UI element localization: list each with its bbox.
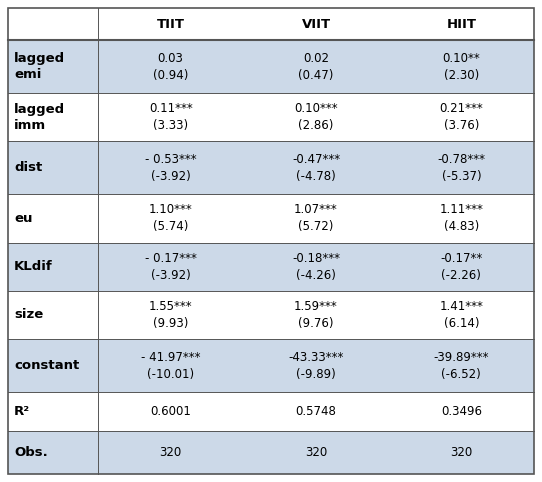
Text: dist: dist bbox=[14, 161, 42, 174]
Bar bbox=[8, 430, 98, 474]
Bar bbox=[8, 339, 98, 392]
Bar bbox=[243, 392, 389, 430]
Bar bbox=[389, 430, 534, 474]
Bar bbox=[8, 8, 534, 40]
Text: HIIT: HIIT bbox=[446, 17, 476, 30]
Bar bbox=[98, 194, 243, 242]
Text: 0.5748: 0.5748 bbox=[295, 405, 337, 418]
Text: -0.17**
(-2.26): -0.17** (-2.26) bbox=[440, 252, 482, 281]
Bar bbox=[8, 141, 98, 194]
Text: 0.03
(0.94): 0.03 (0.94) bbox=[153, 52, 189, 81]
Text: eu: eu bbox=[14, 212, 33, 225]
Text: -0.78***
(-5.37): -0.78*** (-5.37) bbox=[437, 153, 485, 183]
Bar bbox=[8, 242, 98, 291]
Text: 0.10**
(2.30): 0.10** (2.30) bbox=[442, 52, 480, 81]
Text: 320: 320 bbox=[159, 446, 182, 459]
Bar bbox=[389, 93, 534, 141]
Bar bbox=[389, 291, 534, 339]
Bar bbox=[389, 40, 534, 93]
Text: TIIT: TIIT bbox=[157, 17, 185, 30]
Text: -39.89***
(-6.52): -39.89*** (-6.52) bbox=[434, 350, 489, 380]
Bar bbox=[243, 93, 389, 141]
Text: lagged
imm: lagged imm bbox=[14, 103, 65, 132]
Text: 1.07***
(5.72): 1.07*** (5.72) bbox=[294, 203, 338, 233]
Bar bbox=[98, 430, 243, 474]
Text: R²: R² bbox=[14, 405, 30, 418]
Text: 0.02
(0.47): 0.02 (0.47) bbox=[298, 52, 334, 81]
Text: 1.41***
(6.14): 1.41*** (6.14) bbox=[440, 300, 483, 330]
Bar bbox=[243, 430, 389, 474]
Text: 320: 320 bbox=[305, 446, 327, 459]
Bar bbox=[98, 242, 243, 291]
Bar bbox=[243, 194, 389, 242]
Bar bbox=[243, 40, 389, 93]
Bar bbox=[389, 242, 534, 291]
Bar bbox=[243, 339, 389, 392]
Bar bbox=[98, 93, 243, 141]
Bar bbox=[389, 194, 534, 242]
Bar bbox=[98, 392, 243, 430]
Text: 320: 320 bbox=[450, 446, 473, 459]
Bar bbox=[389, 339, 534, 392]
Bar bbox=[243, 141, 389, 194]
Bar bbox=[243, 291, 389, 339]
Bar bbox=[98, 40, 243, 93]
Bar bbox=[8, 392, 98, 430]
Text: 1.55***
(9.93): 1.55*** (9.93) bbox=[149, 300, 192, 330]
Bar bbox=[98, 291, 243, 339]
Text: 1.59***
(9.76): 1.59*** (9.76) bbox=[294, 300, 338, 330]
Bar bbox=[98, 141, 243, 194]
Text: - 0.17***
(-3.92): - 0.17*** (-3.92) bbox=[145, 252, 197, 281]
Text: -0.18***
(-4.26): -0.18*** (-4.26) bbox=[292, 252, 340, 281]
Text: 1.10***
(5.74): 1.10*** (5.74) bbox=[149, 203, 192, 233]
Text: 0.21***
(3.76): 0.21*** (3.76) bbox=[440, 102, 483, 132]
Text: 0.6001: 0.6001 bbox=[150, 405, 191, 418]
Text: 0.3496: 0.3496 bbox=[441, 405, 482, 418]
Bar bbox=[389, 141, 534, 194]
Text: lagged
emi: lagged emi bbox=[14, 52, 65, 81]
Text: - 0.53***
(-3.92): - 0.53*** (-3.92) bbox=[145, 153, 197, 183]
Text: 1.11***
(4.83): 1.11*** (4.83) bbox=[440, 203, 483, 233]
Bar bbox=[8, 291, 98, 339]
Bar bbox=[98, 339, 243, 392]
Text: 0.10***
(2.86): 0.10*** (2.86) bbox=[294, 102, 338, 132]
Text: -43.33***
(-9.89): -43.33*** (-9.89) bbox=[288, 350, 344, 380]
Text: - 41.97***
(-10.01): - 41.97*** (-10.01) bbox=[141, 350, 201, 380]
Text: 0.11***
(3.33): 0.11*** (3.33) bbox=[149, 102, 192, 132]
Bar bbox=[243, 242, 389, 291]
Bar bbox=[8, 40, 98, 93]
Text: Obs.: Obs. bbox=[14, 446, 48, 459]
Text: size: size bbox=[14, 308, 43, 321]
Text: constant: constant bbox=[14, 359, 79, 372]
Text: KLdif: KLdif bbox=[14, 260, 53, 273]
Bar bbox=[8, 194, 98, 242]
Text: -0.47***
(-4.78): -0.47*** (-4.78) bbox=[292, 153, 340, 183]
Bar bbox=[8, 93, 98, 141]
Text: VIIT: VIIT bbox=[301, 17, 331, 30]
Bar bbox=[389, 392, 534, 430]
